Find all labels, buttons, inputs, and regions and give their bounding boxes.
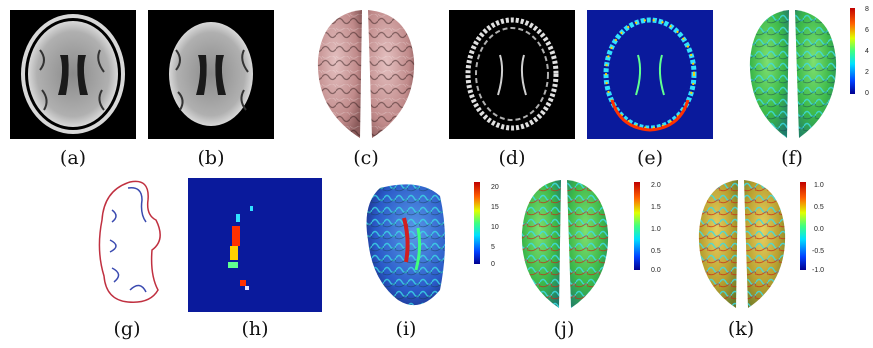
colorbar-k-tick-0: 1.0 [814,182,824,189]
colorbar-i-tick-4: 0 [491,261,495,268]
colorbar-i-tick-0: 20 [491,184,499,191]
colorbar-i: 20 15 10 5 0 [474,182,499,268]
panel-b-image [148,10,274,139]
panel-h-image [188,178,322,312]
colorbar-k-tick-4: -1.0 [812,267,824,274]
caption-k: (k) [727,318,755,340]
colorbar-f-tick-4: 0 [865,90,869,97]
panel-e-image [587,10,713,139]
caption-h: (h) [241,318,269,340]
panel-f-image [749,10,837,138]
colorbar-j-tick-2: 1.0 [651,226,661,233]
colorbar-i-tick-2: 10 [491,224,499,231]
panel-j-image [521,180,609,308]
panel-c-image [317,10,415,138]
colorbar-j-tick-0: 2.0 [651,182,661,189]
colorbar-j-tick-4: 0.0 [651,267,661,274]
caption-i: (i) [395,318,417,340]
panel-a-image [10,10,136,139]
colorbar-f: 8 6 4 2 0 [850,6,869,97]
panel-g-image [98,180,161,303]
colorbar-i-tick-3: 5 [491,244,495,251]
colorbar-k-tick-2: 0.0 [814,226,824,233]
colorbar-f-tick-0: 8 [865,6,869,13]
colorbar-j: 2.0 1.5 1.0 0.5 0.0 [634,182,661,274]
caption-g: (g) [113,318,141,340]
caption-d: (d) [498,147,526,169]
caption-a: (a) [59,147,87,169]
panel-k-image [698,180,786,308]
colorbar-f-tick-3: 2 [865,69,869,76]
caption-b: (b) [197,147,225,169]
colorbar-f-tick-2: 4 [865,48,869,55]
colorbar-k-tick-1: 0.5 [814,204,824,211]
colorbar-j-tick-3: 0.5 [651,248,661,255]
caption-j: (j) [553,318,575,340]
colorbar-j-tick-1: 1.5 [651,204,661,211]
caption-f: (f) [781,147,803,169]
colorbar-i-tick-1: 15 [491,204,499,211]
caption-c: (c) [353,147,379,169]
panel-d-image [449,10,575,139]
colorbar-k: 1.0 0.5 0.0 -0.5 -1.0 [800,182,824,274]
caption-e: (e) [636,147,664,169]
colorbar-k-tick-3: -0.5 [812,248,824,255]
colorbar-f-tick-1: 6 [865,27,869,34]
panel-i-image [366,184,445,306]
